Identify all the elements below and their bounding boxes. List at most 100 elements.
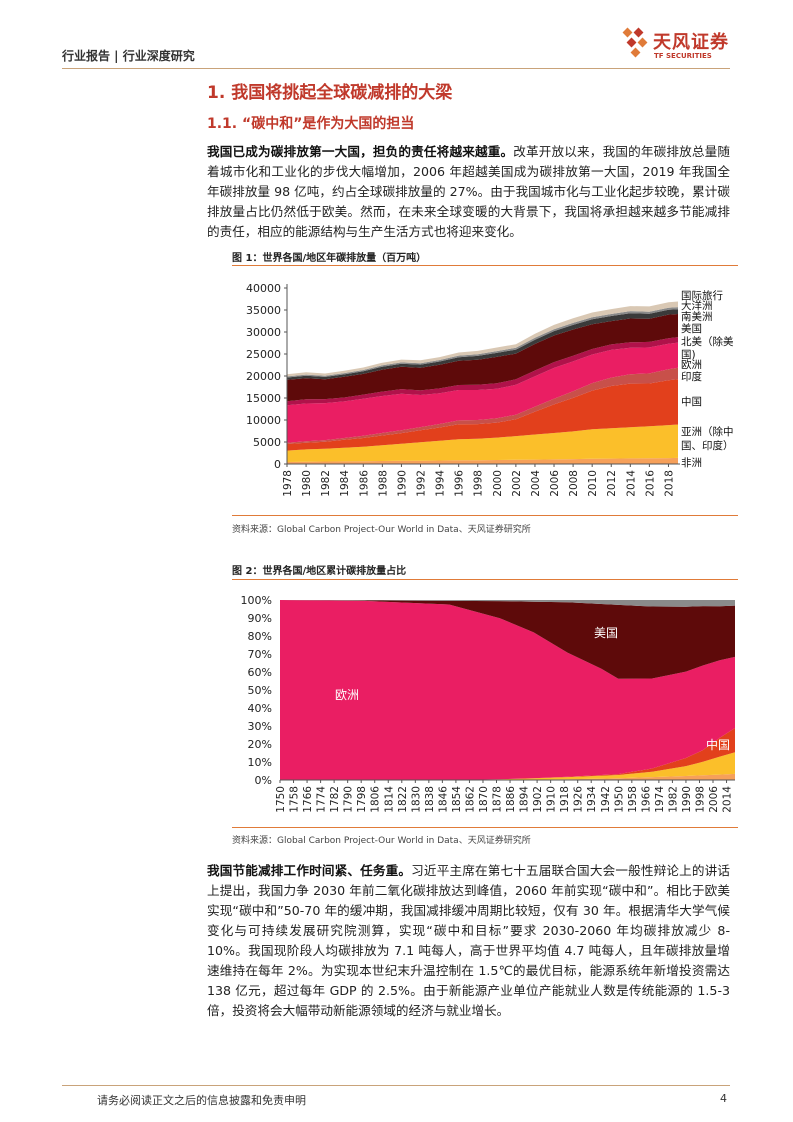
x-tick-label: 2008 xyxy=(568,470,580,497)
area-series-4 xyxy=(287,342,678,443)
y-tick-label: 50% xyxy=(248,684,272,697)
paragraph-urgency: 我国节能减排工作时间紧、任务重。习近平主席在第七十五届联合国大会一般性辩论上的讲… xyxy=(207,861,730,1021)
logo-text-en: TF SECURITIES xyxy=(654,52,712,60)
x-tick-label: 1998 xyxy=(694,786,706,813)
x-tick-label: 1782 xyxy=(329,786,341,813)
x-tick-label: 1806 xyxy=(370,786,382,813)
paragraph-intro-body: 改革开放以来，我国的年碳排放总量随着城市化和工业化的步伐大幅增加，2006 年超… xyxy=(207,144,731,239)
area-series-4 xyxy=(280,600,735,679)
legend-label: 南美洲 xyxy=(681,310,713,323)
x-tick-label: 2000 xyxy=(492,470,504,497)
x-tick-label: 1994 xyxy=(435,470,447,497)
area-series-1 xyxy=(287,424,678,462)
y-tick-label: 0% xyxy=(255,774,272,787)
legend-label: 国际旅行 xyxy=(681,289,723,302)
x-tick-label: 2012 xyxy=(606,470,618,497)
y-tick-label: 40000 xyxy=(246,282,281,295)
y-tick-label: 30% xyxy=(248,720,272,733)
label-china: 中国 xyxy=(706,737,730,752)
y-tick-label: 40% xyxy=(248,702,272,715)
x-tick-label: 1958 xyxy=(627,786,639,813)
area-series-9 xyxy=(287,301,678,377)
figure-1-top-rule xyxy=(232,265,738,266)
y-tick-label: 10000 xyxy=(246,414,281,427)
y-tick-label: 25000 xyxy=(246,348,281,361)
legend-label: 美国 xyxy=(681,322,702,335)
x-tick-label: 1862 xyxy=(464,786,476,813)
figure-2-chart: 0% 10% 20% 30% 40% 50% 60% 70% 80% 90% 100% 1750 175… xyxy=(241,594,735,813)
figure-2-title: 图 2：世界各国/地区累计碳排放量占比 xyxy=(232,566,407,577)
area-series-5 xyxy=(287,337,678,406)
footer-divider xyxy=(62,1085,730,1086)
y-tick-label: 10% xyxy=(248,756,272,769)
x-tick-label: 1974 xyxy=(654,786,666,813)
x-tick-label: 1942 xyxy=(600,786,612,813)
area-series-3 xyxy=(287,367,678,444)
x-tick-label: 1966 xyxy=(640,786,652,813)
x-tick-label: 1918 xyxy=(559,786,571,813)
y-tick-label: 100% xyxy=(241,594,272,607)
x-tick-label: 1992 xyxy=(416,470,428,497)
x-tick-label: 1790 xyxy=(343,786,355,813)
x-tick-label: 1984 xyxy=(339,470,351,497)
x-tick-label: 1926 xyxy=(573,786,585,813)
x-tick-label: 1854 xyxy=(451,786,463,813)
header-divider xyxy=(62,68,730,69)
section-heading-1-1: 1.1. “碳中和”是作为大国的担当 xyxy=(207,116,415,132)
figure-1-source: 资料来源：Global Carbon Project-Our World in … xyxy=(232,525,531,535)
figure-2-bottom-rule xyxy=(232,827,738,828)
x-tick-label: 1988 xyxy=(377,470,389,497)
x-tick-label: 1982 xyxy=(320,470,332,497)
legend-label: 非洲 xyxy=(681,457,702,469)
x-tick-label: 1750 xyxy=(275,786,287,813)
area-series-7 xyxy=(287,309,678,380)
x-tick-label: 2006 xyxy=(549,470,561,497)
x-tick-label: 2002 xyxy=(511,470,523,497)
y-tick-label: 5000 xyxy=(253,436,281,449)
figure-1-bottom-rule xyxy=(232,515,738,516)
area-series-0 xyxy=(280,773,735,780)
x-tick-label: 1980 xyxy=(301,470,313,497)
legend-label: 国) xyxy=(681,349,696,361)
legend-label: 大洋洲 xyxy=(681,299,713,312)
x-tick-label: 1870 xyxy=(478,786,490,813)
x-tick-label: 1996 xyxy=(454,470,466,497)
figure-1-chart: 0 5000 10000 15000 20000 25000 30000 35000 40000… xyxy=(246,282,734,497)
x-tick-label: 1934 xyxy=(586,786,598,813)
x-tick-label: 1990 xyxy=(681,786,693,813)
x-tick-label: 2010 xyxy=(587,470,599,497)
y-tick-label: 60% xyxy=(248,666,272,679)
y-tick-label: 20% xyxy=(248,738,272,751)
x-tick-label: 1998 xyxy=(473,470,485,497)
x-tick-label: 1846 xyxy=(437,786,449,813)
x-tick-label: 1798 xyxy=(356,786,368,813)
x-tick-label: 1986 xyxy=(358,470,370,497)
area-series-6 xyxy=(287,314,678,402)
section-heading-1: 1. 我国将挑起全球碳减排的大梁 xyxy=(207,83,453,103)
y-tick-label: 90% xyxy=(248,612,272,625)
x-tick-label: 1814 xyxy=(383,786,395,813)
legend-label: 亚洲（除中 xyxy=(681,425,734,438)
x-tick-label: 2016 xyxy=(644,470,656,497)
area-series-2 xyxy=(287,379,678,451)
x-tick-label: 2006 xyxy=(708,786,720,813)
label-usa: 美国 xyxy=(594,626,618,640)
paragraph-urgency-body: 习近平主席在第七十五届联合国大会一般性辩论上的讲话上提出，我国力争 2030 年… xyxy=(207,863,731,1018)
header-report-type: 行业报告 | 行业深度研究 xyxy=(62,49,195,63)
x-tick-label: 2014 xyxy=(625,470,637,497)
x-tick-label: 2014 xyxy=(722,786,734,813)
x-tick-label: 1766 xyxy=(302,786,314,813)
brand-logo: 天风证券 TF SECURITIES xyxy=(622,26,734,66)
x-tick-label: 1886 xyxy=(505,786,517,813)
legend-label: 欧洲 xyxy=(681,359,702,371)
x-tick-label: 1774 xyxy=(316,786,328,813)
y-tick-label: 70% xyxy=(248,648,272,661)
area-series-3 xyxy=(280,600,735,780)
legend-label: 国、印度） xyxy=(681,439,734,452)
x-tick-label: 1990 xyxy=(396,470,408,497)
x-tick-label: 1950 xyxy=(613,786,625,813)
x-tick-label: 2004 xyxy=(530,470,542,497)
legend-label: 中国 xyxy=(681,395,702,408)
x-tick-label: 1910 xyxy=(546,786,558,813)
x-tick-label: 1894 xyxy=(519,786,531,813)
